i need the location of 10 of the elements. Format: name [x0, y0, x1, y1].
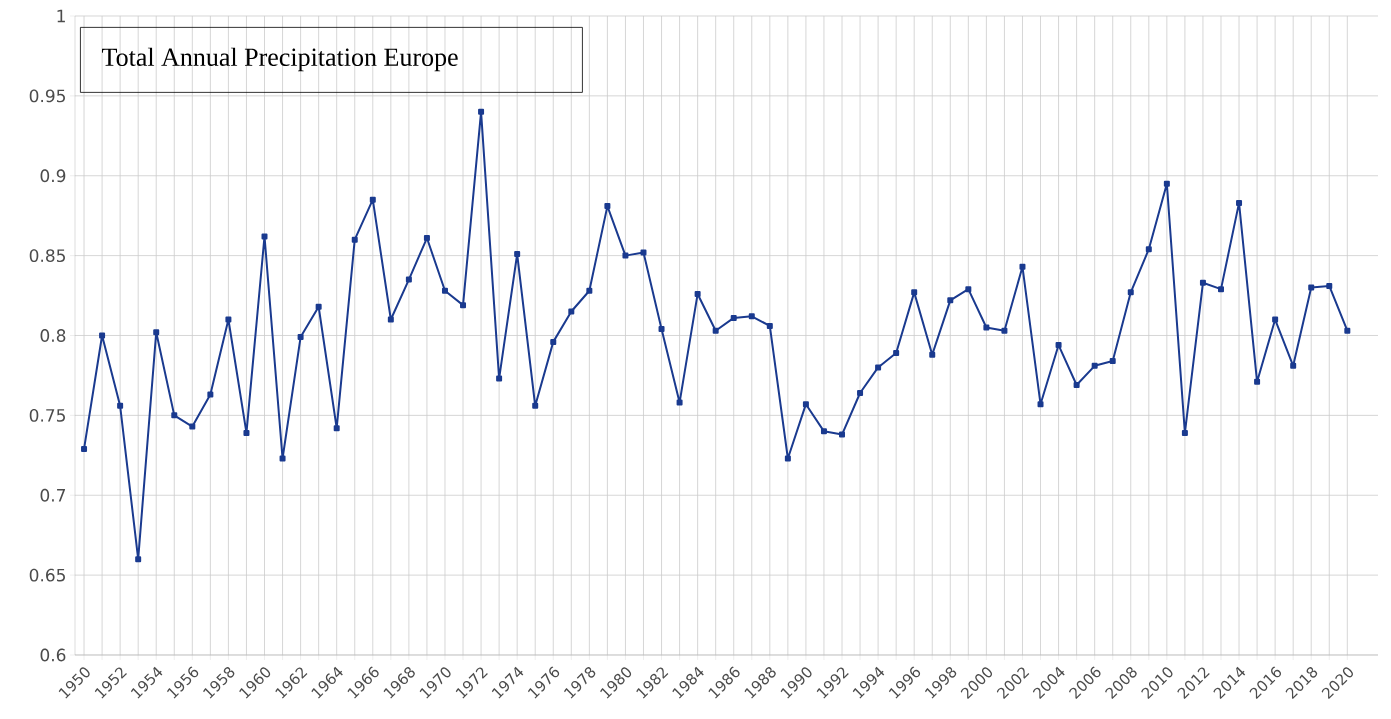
y-tick-label: 0.85	[29, 249, 65, 263]
y-tick-label: 0.65	[29, 568, 65, 582]
text: Total Annual Precipitation Europe	[102, 47, 458, 72]
y-tick-label: 0.7	[40, 488, 66, 502]
y-tick-label: 0.9	[40, 169, 66, 183]
y-tick-label: 1	[57, 9, 65, 23]
y-tick-label: 0.95	[29, 89, 65, 103]
y-tick-label: 0.6	[40, 648, 66, 662]
y-tick-label: 0.75	[29, 408, 65, 422]
y-tick-label: 0.8	[40, 329, 66, 342]
